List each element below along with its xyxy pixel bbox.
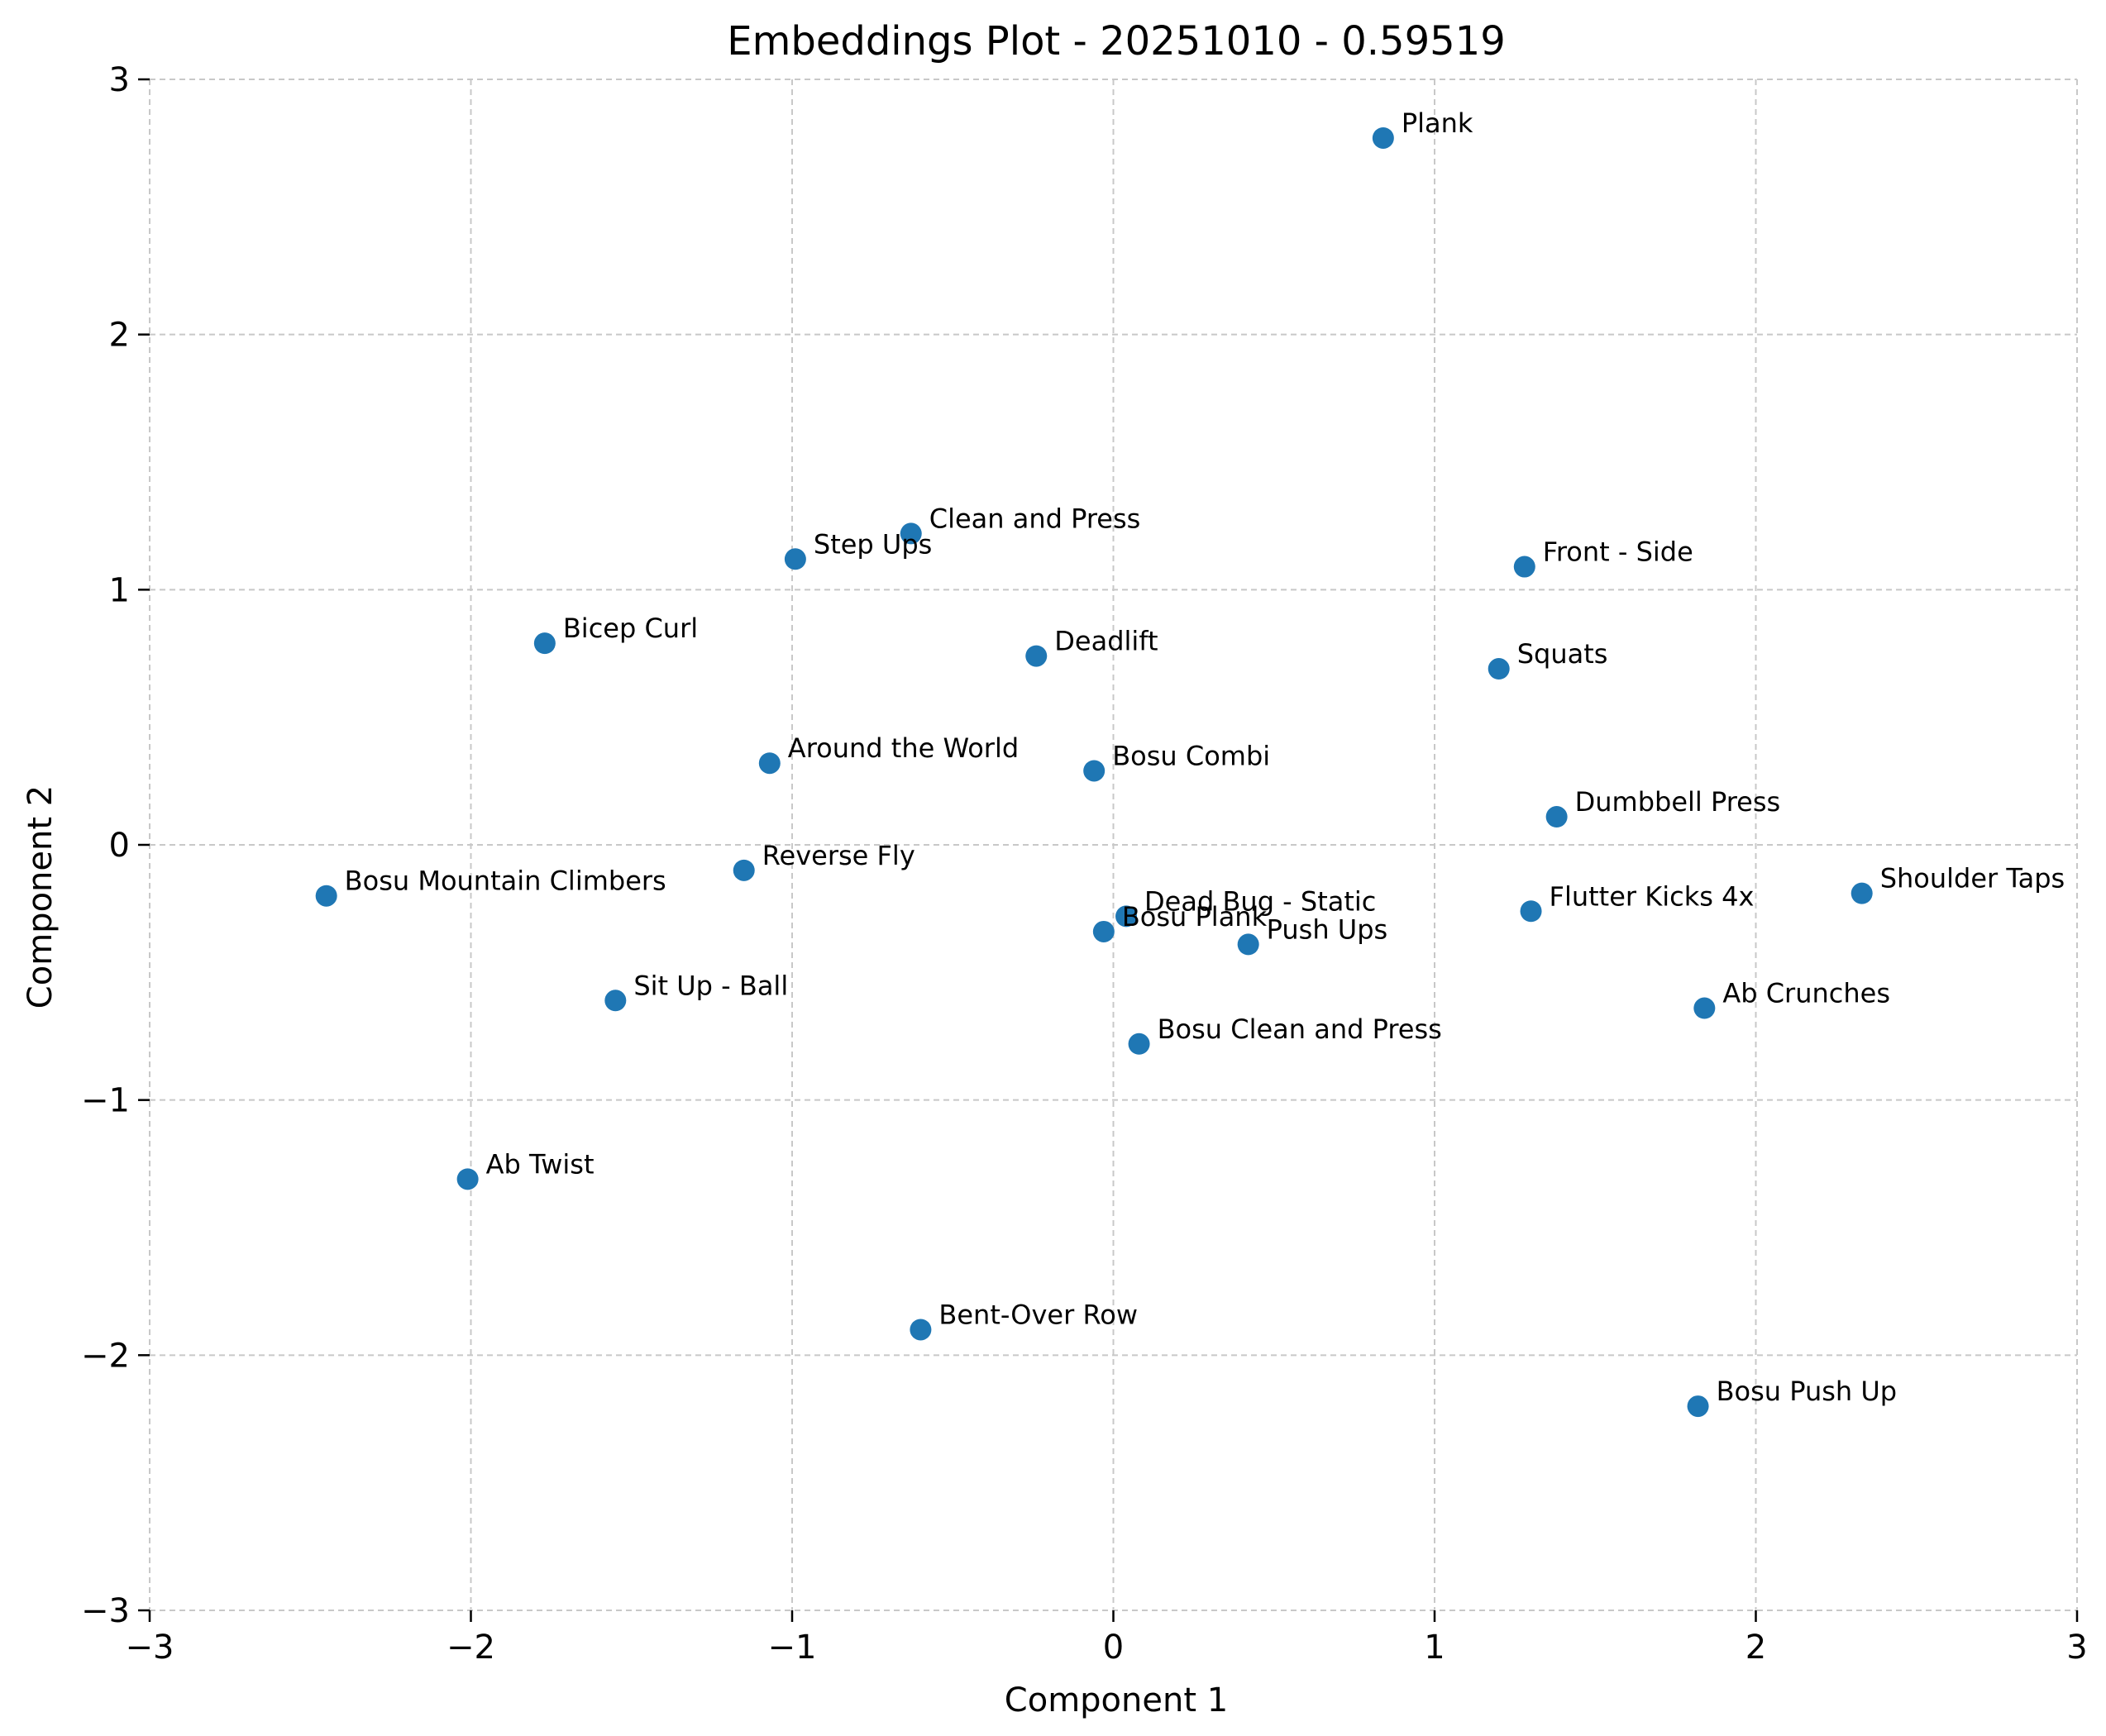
point-label: Flutter Kicks 4x [1550, 880, 1755, 912]
point-label: Step Ups [814, 528, 932, 560]
data-point [1851, 882, 1873, 904]
x-tick-label: −2 [447, 1629, 495, 1667]
point-label: Push Ups [1267, 913, 1388, 945]
data-point [733, 859, 755, 881]
y-tick-label: −2 [81, 1337, 130, 1375]
data-point [1693, 997, 1716, 1019]
point-label: Ab Crunches [1722, 978, 1890, 1009]
point-label: Around the World [788, 732, 1019, 764]
point-label: Bosu Clean and Press [1158, 1013, 1442, 1045]
data-point [910, 1319, 932, 1341]
point-label: Ab Twist [486, 1148, 595, 1180]
point-label: Dumbbell Press [1575, 786, 1781, 818]
x-tick-label: 2 [1745, 1629, 1766, 1667]
x-axis-label: Component 1 [1005, 1681, 1228, 1719]
point-label: Front - Side [1543, 537, 1693, 568]
data-point [1513, 556, 1535, 578]
data-point [1092, 920, 1115, 942]
y-tick-label: 1 [109, 571, 130, 609]
data-points [315, 126, 1873, 1418]
data-point [758, 752, 781, 775]
y-axis-label: Component 2 [21, 785, 60, 1009]
data-point [1083, 760, 1106, 782]
chart-title: Embeddings Plot - 20251010 - 0.59519 [727, 18, 1505, 64]
x-tick-label: 3 [2066, 1629, 2087, 1667]
data-point [1025, 645, 1048, 667]
data-point [1128, 1033, 1150, 1055]
point-label: Squats [1517, 638, 1608, 670]
point-label: Shoulder Taps [1880, 863, 2065, 894]
point-label: Clean and Press [929, 503, 1141, 534]
point-label: Bosu Plank [1122, 901, 1268, 932]
data-point [784, 548, 806, 570]
data-point [604, 990, 627, 1012]
point-label: Bosu Push Up [1717, 1376, 1898, 1407]
x-tick-label: −1 [768, 1629, 817, 1667]
point-label: Sit Up - Ball [633, 970, 788, 1001]
point-label: Reverse Fly [762, 840, 915, 871]
data-point [1237, 933, 1259, 956]
data-point [1687, 1395, 1709, 1418]
data-point [1115, 905, 1138, 928]
y-tick-label: 3 [109, 61, 130, 99]
data-point [900, 522, 922, 545]
axis-ticks: −3 −2 −1 0 1 2 3 −3 −2 −1 0 1 2 3 [81, 61, 2088, 1667]
y-tick-label: 0 [109, 827, 130, 865]
x-tick-label: 1 [1424, 1629, 1445, 1667]
point-label: Bosu Combi [1112, 740, 1270, 771]
data-point [315, 885, 337, 907]
data-point [1520, 900, 1542, 923]
data-point [1545, 806, 1568, 828]
data-point [456, 1168, 479, 1190]
y-tick-label: 2 [109, 317, 130, 355]
y-tick-label: −3 [81, 1592, 130, 1630]
data-point [1372, 126, 1394, 149]
grid-lines [149, 79, 2078, 1611]
point-label: Bosu Mountain Climbers [345, 866, 666, 897]
x-tick-label: 0 [1103, 1629, 1124, 1667]
point-label: Plank [1402, 107, 1473, 139]
point-label: Deadlift [1054, 626, 1158, 657]
point-label: Bent-Over Row [938, 1299, 1138, 1330]
x-tick-label: −3 [126, 1629, 174, 1667]
data-point [533, 632, 556, 655]
point-label: Bicep Curl [563, 613, 698, 644]
y-tick-label: −1 [81, 1082, 130, 1120]
point-label: Dead Bug - Static [1144, 885, 1376, 917]
data-point [1488, 658, 1510, 680]
